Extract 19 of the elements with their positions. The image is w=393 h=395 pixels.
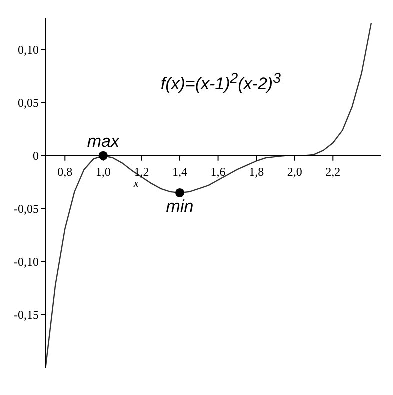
x-tick-label: 2,2 [326,164,341,179]
x-tick-label: 1,8 [249,164,264,179]
annotation: max [86,132,121,152]
y-tick-label: 0,05 [18,96,39,110]
annotation: f(x)=(x-1)$^{2}$(x-2)$^{3}$ [160,71,281,95]
y-tick-label: 0 [33,149,39,164]
line-series [46,22,372,366]
y-tick-label: -0,15 [14,308,39,322]
x-tick-label: 0,8 [58,164,73,179]
x-tick-label: 1,4 [172,164,188,179]
y-tick-label: 0,10 [18,43,39,58]
x-axis-title: x [134,178,139,190]
annotation: min [165,197,195,217]
y-tick-label: -0,05 [14,202,39,216]
x-tick-label: 1,0 [96,164,111,179]
x-tick-label: 2,0 [287,164,302,179]
y-tick-label: -0,10 [14,255,39,270]
x-tick-label: 1,6 [210,164,226,179]
x-tick-label: 1,2 [134,164,150,179]
